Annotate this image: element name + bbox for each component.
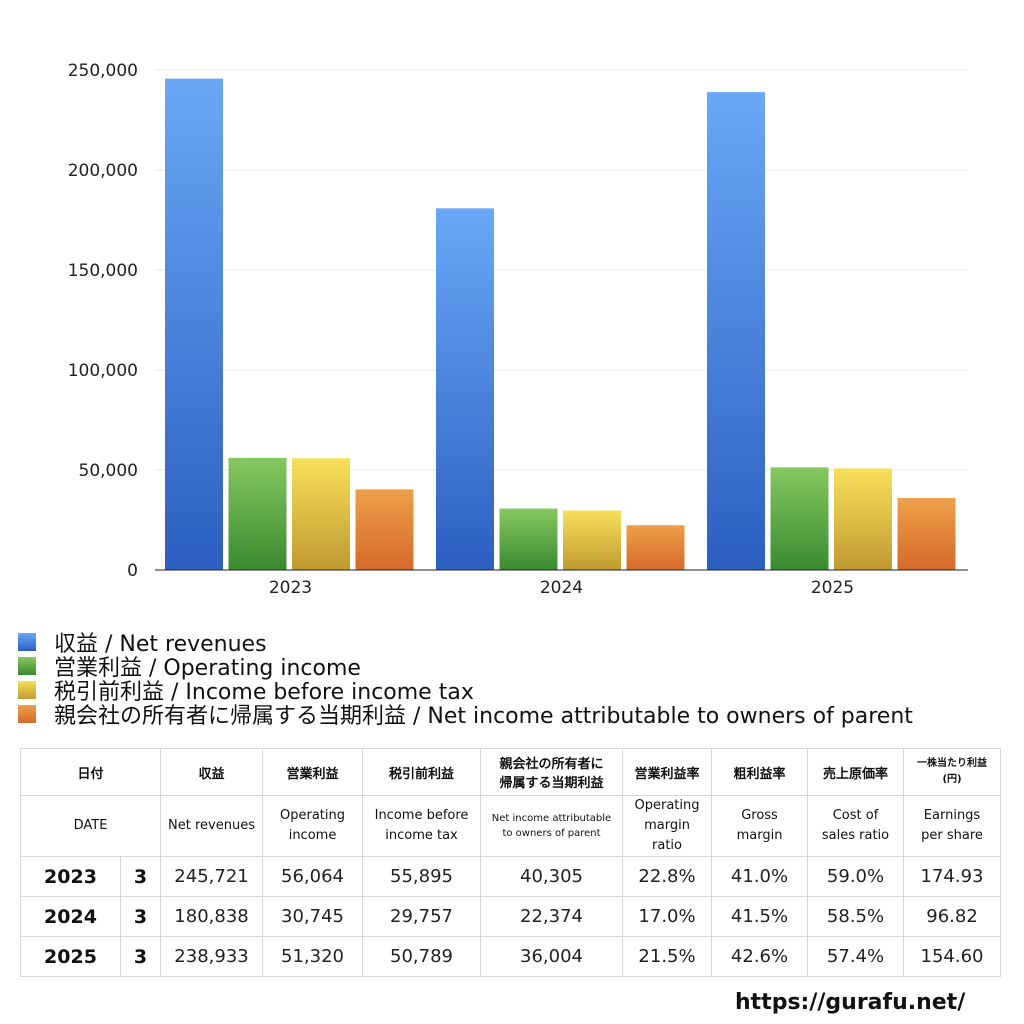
table-cell: 56,064: [262, 856, 364, 897]
bar-2023-series-3: [292, 458, 350, 570]
row-month: 3: [119, 896, 162, 937]
table-cell: 180,838: [160, 896, 264, 937]
table-cell: 58.5%: [807, 896, 905, 937]
x-tick-label: 2024: [540, 578, 583, 598]
table-cell: 51,320: [262, 936, 364, 977]
legend-label: 親会社の所有者に帰属する当期利益 / Net income attributab…: [54, 704, 913, 729]
table-header-en: DATE Net revenues Operating income Income be…: [19, 795, 1002, 857]
legend-item: 営業利益 / Operating income: [18, 654, 913, 681]
y-tick-label: 0: [127, 561, 138, 581]
header-en-cell: Earnings per share: [903, 795, 1002, 857]
table-cell: 96.82: [903, 896, 1002, 937]
bar-chart: 0 50,000 100,000 150,000 200,000 250,000 2023 2…: [68, 61, 968, 598]
table-cell: 174.93: [903, 856, 1002, 897]
header-en-cell: Operating margin ratio: [622, 795, 713, 857]
y-tick-label: 50,000: [79, 461, 138, 481]
site-url[interactable]: https://gurafu.net/: [735, 990, 966, 1015]
header-jp-cell: 収益: [160, 748, 264, 796]
chart-legend: 収益 / Net revenues 営業利益 / Operating income…: [18, 630, 913, 729]
bar-2025-series-2: [770, 467, 829, 570]
table-cell: 36,004: [480, 936, 624, 977]
row-year: 2024: [20, 896, 121, 937]
row-month: 3: [119, 856, 162, 897]
legend-item: 親会社の所有者に帰属する当期利益 / Net income attributab…: [18, 702, 913, 729]
header-jp-cell: 営業利益: [262, 748, 364, 796]
table-cell: 22.8%: [622, 856, 713, 897]
row-year: 2023: [20, 856, 121, 897]
legend-label: 収益 / Net revenues: [54, 632, 267, 657]
header-jp-cell: 粗利益率: [711, 748, 809, 796]
bar-2023-series-4: [355, 489, 414, 570]
legend-swatch: [18, 705, 36, 723]
header-en-cell: Gross margin: [711, 795, 809, 857]
table-cell: 57.4%: [807, 936, 905, 977]
table-cell: 21.5%: [622, 936, 713, 977]
y-tick-label: 250,000: [68, 61, 138, 81]
header-en-cell: Income before income tax: [362, 795, 482, 857]
table-cell: 55,895: [362, 856, 482, 897]
x-tick-label: 2023: [269, 578, 312, 598]
table-cell: 154.60: [903, 936, 1002, 977]
table-cell: 238,933: [160, 936, 264, 977]
bar-2024-series-2: [499, 508, 558, 570]
table-row: 2023 3 245,721 56,064 55,895 40,305 22.8% 41.0%…: [20, 856, 1002, 897]
legend-label: 税引前利益 / Income before income tax: [54, 680, 474, 705]
table-header-jp: 日付 収益 営業利益 税引前利益 親会社の所有者に 帰属する当期利益 営業利益率 粗利益率 売上…: [19, 748, 1002, 796]
y-tick-label: 200,000: [68, 161, 138, 181]
bar-2024-series-4: [626, 525, 685, 570]
row-year: 2025: [20, 936, 121, 977]
table-body: 2023 3 245,721 56,064 55,895 40,305 22.8% 41.0%…: [20, 856, 1002, 977]
table-cell: 30,745: [262, 896, 364, 937]
bar-2023-series-2: [228, 457, 287, 570]
table-cell: 22,374: [480, 896, 624, 937]
header-jp-cell: 営業利益率: [622, 748, 713, 796]
table-cell: 50,789: [362, 936, 482, 977]
table-cell: 42.6%: [711, 936, 809, 977]
legend-swatch: [18, 633, 36, 651]
legend-item: 収益 / Net revenues: [18, 630, 913, 657]
bar-2024-series-3: [563, 510, 621, 570]
header-jp-cell: 日付: [19, 748, 162, 796]
table-row: 2024 3 180,838 30,745 29,757 22,374 17.0% 41.5%…: [20, 896, 1002, 937]
header-en-cell: Operating income: [262, 795, 364, 857]
header-jp-cell: 一株当たり利益 (円): [903, 748, 1002, 796]
bar-2025-series-4: [897, 497, 956, 570]
table-cell: 41.0%: [711, 856, 809, 897]
table-cell: 59.0%: [807, 856, 905, 897]
legend-swatch: [18, 681, 36, 699]
table-cell: 40,305: [480, 856, 624, 897]
bar-2025-series-3: [834, 468, 892, 570]
y-tick-label: 100,000: [68, 361, 138, 381]
table-row: 2025 3 238,933 51,320 50,789 36,004 21.5% 42.6%…: [20, 936, 1002, 977]
x-tick-label: 2025: [811, 578, 854, 598]
header-en-cell: DATE: [19, 795, 162, 857]
header-jp-cell: 売上原価率: [807, 748, 905, 796]
bar-2025-series-1: [707, 92, 765, 570]
legend-label: 営業利益 / Operating income: [54, 656, 361, 681]
legend-swatch: [18, 657, 36, 675]
header-en-cell: Cost of sales ratio: [807, 795, 905, 857]
header-en-cell: Net revenues: [160, 795, 264, 857]
table-cell: 41.5%: [711, 896, 809, 937]
row-month: 3: [119, 936, 162, 977]
table-cell: 245,721: [160, 856, 264, 897]
bar-2024-series-1: [436, 208, 494, 570]
y-tick-label: 150,000: [68, 261, 138, 281]
bar-2023-series-1: [165, 78, 223, 571]
header-en-cell: Net income attributable to owners of pare…: [480, 795, 624, 857]
table-cell: 29,757: [362, 896, 482, 937]
table-cell: 17.0%: [622, 896, 713, 937]
header-jp-cell: 親会社の所有者に 帰属する当期利益: [480, 748, 624, 796]
legend-item: 税引前利益 / Income before income tax: [18, 678, 913, 705]
header-jp-cell: 税引前利益: [362, 748, 482, 796]
financial-table: 日付 収益 営業利益 税引前利益 親会社の所有者に 帰属する当期利益 営業利益率 粗利益率 売上…: [19, 748, 1002, 977]
